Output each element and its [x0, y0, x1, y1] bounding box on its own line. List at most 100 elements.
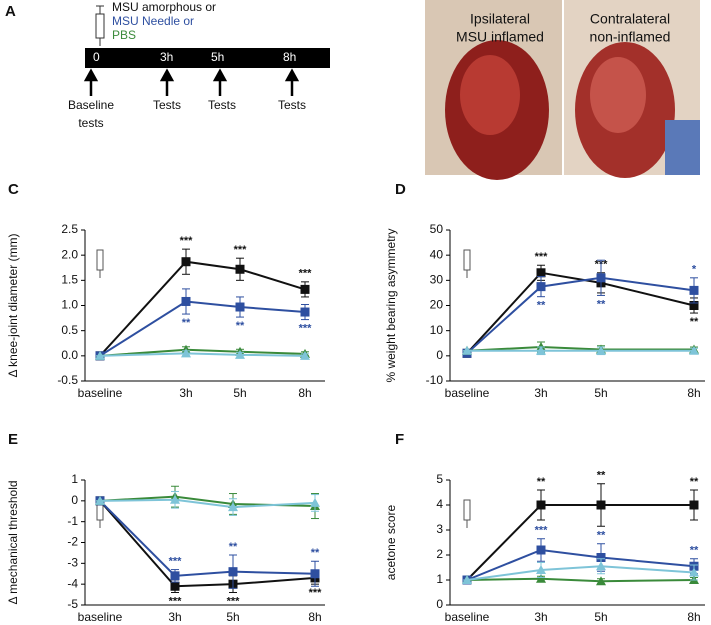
x-tick-label: 8h	[308, 610, 321, 624]
x-tick-label: 8h	[687, 386, 700, 400]
marker	[596, 576, 606, 586]
timepoint: 0	[93, 50, 100, 64]
marker	[596, 553, 606, 562]
marker	[300, 350, 310, 360]
photo-label: Ipsilateral	[470, 11, 530, 27]
significance: **	[690, 476, 699, 488]
marker	[235, 349, 245, 359]
marker	[689, 285, 699, 295]
significance: ***	[535, 525, 549, 537]
marker	[181, 257, 191, 267]
legend-text: MSU Needle or	[112, 14, 194, 28]
photo-label: non-inflamed	[590, 29, 671, 45]
marker	[689, 345, 699, 355]
y-tick-label: -1	[67, 514, 78, 528]
marker	[689, 567, 699, 577]
photo-label: MSU inflamed	[456, 29, 544, 45]
marker	[596, 500, 606, 510]
x-tick-label: 5h	[594, 386, 607, 400]
significance: ***	[309, 587, 323, 599]
marker	[689, 500, 699, 510]
x-tick-label: 8h	[687, 610, 700, 624]
x-tick-label: 3h	[179, 386, 192, 400]
event-label: Baseline	[68, 98, 114, 112]
x-tick-label: baseline	[445, 386, 490, 400]
event-label: Tests	[153, 98, 181, 112]
y-tick-label: 1	[71, 472, 78, 486]
significance: **	[597, 298, 606, 310]
significance: ***	[169, 555, 183, 567]
series-line	[466, 565, 695, 581]
y-tick-label: -10	[426, 373, 444, 387]
y-tick-label: 2	[436, 547, 443, 561]
legend-text: PBS	[112, 28, 136, 42]
y-tick-label: 5	[436, 472, 443, 486]
significance: **	[597, 470, 606, 482]
marker	[181, 348, 191, 358]
y-tick-label: 0.5	[61, 323, 78, 337]
series-line	[466, 346, 694, 352]
y-tick-label: 20	[430, 298, 444, 312]
marker	[170, 581, 180, 591]
y-tick-label: 40	[430, 247, 444, 261]
photo-label: Contralateral	[590, 11, 670, 27]
series-line	[99, 300, 306, 357]
marker	[689, 301, 699, 310]
significance: **	[236, 320, 245, 332]
y-axis-title: Δ mechanical threshold	[6, 480, 20, 604]
significance: **	[690, 316, 699, 328]
significance: ***	[535, 251, 549, 263]
series-line	[466, 548, 695, 581]
legend-text: MSU amorphous or	[112, 0, 216, 14]
series-line	[99, 500, 316, 577]
timeline-bar	[85, 48, 330, 68]
series-line	[99, 498, 316, 509]
x-tick-label: 8h	[298, 386, 311, 400]
marker	[536, 573, 546, 583]
marker	[536, 345, 546, 355]
y-axis-title: acetone score	[384, 504, 398, 580]
marker	[300, 284, 310, 294]
marker	[596, 273, 606, 283]
significance: **	[537, 300, 546, 312]
marker	[235, 264, 245, 274]
syringe-icon	[463, 499, 471, 521]
y-tick-label: 0.0	[61, 348, 78, 362]
photo	[425, 0, 700, 180]
marker	[536, 500, 546, 510]
marker	[235, 302, 245, 312]
significance: **	[229, 541, 238, 553]
y-tick-label: -2	[67, 535, 78, 549]
marker	[462, 345, 472, 355]
y-tick-label: 4	[436, 497, 443, 511]
significance: ***	[299, 268, 313, 280]
marker	[95, 350, 105, 360]
marker	[536, 268, 546, 278]
series-line	[466, 276, 695, 355]
marker	[300, 307, 310, 317]
y-tick-label: 0	[436, 597, 443, 611]
syringe-icon	[463, 249, 471, 271]
marker	[228, 502, 238, 512]
panel-letter: F	[395, 431, 404, 448]
x-tick-label: 3h	[168, 610, 181, 624]
timepoint: 5h	[211, 50, 224, 64]
y-axis-title: Δ knee-joint diameter (mm)	[6, 233, 20, 377]
significance: ***	[234, 244, 248, 256]
y-axis-title: % weight bearing asymmetry	[384, 228, 398, 382]
x-tick-label: 3h	[534, 386, 547, 400]
x-tick-label: baseline	[78, 386, 123, 400]
significance: ***	[299, 322, 313, 334]
marker	[310, 497, 320, 507]
series-line	[466, 504, 694, 581]
significance: ***	[169, 595, 183, 607]
y-tick-label: 50	[430, 222, 444, 236]
series-line	[99, 500, 316, 588]
y-tick-label: 0	[71, 493, 78, 507]
panel-letter: C	[8, 181, 19, 198]
x-tick-label: baseline	[445, 610, 490, 624]
marker	[310, 569, 320, 579]
syringe-icon	[95, 5, 105, 46]
significance: **	[182, 317, 191, 329]
